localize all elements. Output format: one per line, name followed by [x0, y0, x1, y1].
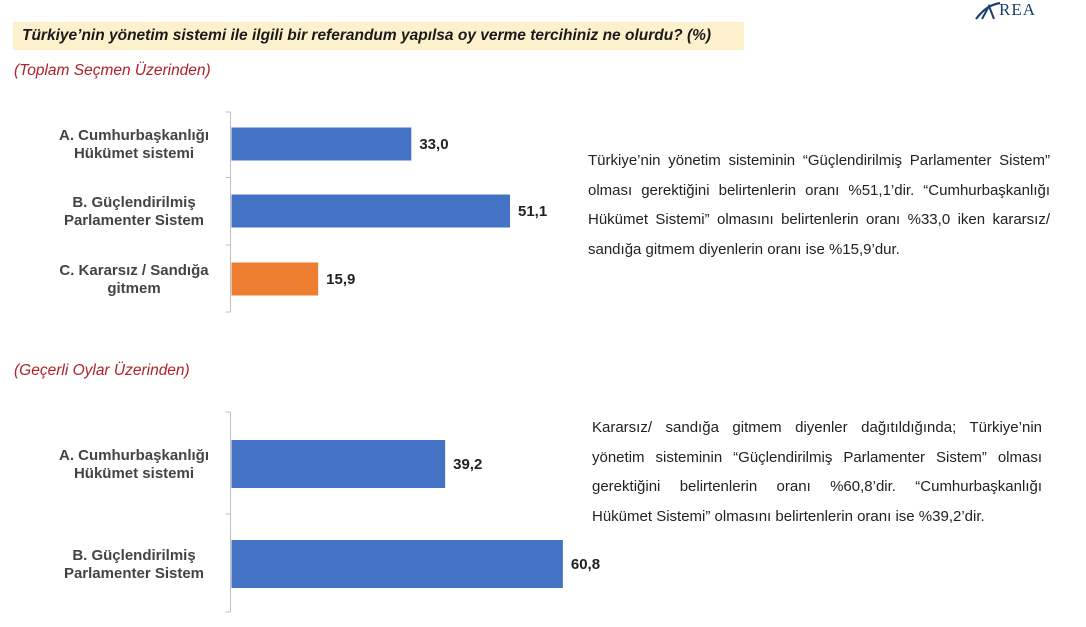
chart1-bar-3 — [231, 262, 319, 296]
chart1-category-label-1: A. Cumhurbaşkanlığı — [59, 127, 209, 144]
chart1-bar-2 — [231, 194, 510, 228]
chart2-category-label-1: A. Cumhurbaşkanlığı — [59, 447, 209, 464]
chart2-category-label-2: Parlamenter Sistem — [64, 565, 204, 582]
area-logo: REA — [975, 0, 1036, 20]
question-title: Türkiye’nin yönetim sistemi ile ilgili b… — [13, 22, 744, 50]
chart2-value-label-1: 39,2 — [453, 456, 482, 473]
chart2-bar-2 — [231, 540, 563, 588]
chart2-subtitle: (Geçerli Oylar Üzerinden) — [14, 362, 190, 379]
chart1-category-label-3: gitmem — [107, 280, 160, 297]
chart1-value-label-2: 51,1 — [518, 203, 547, 220]
summary-paragraph-1: Türkiye’nin yönetim sisteminin “Güçlendi… — [588, 152, 1050, 258]
chart1-subtitle: (Toplam Seçmen Üzerinden) — [14, 62, 211, 79]
chart1-value-label-1: 33,0 — [419, 136, 448, 153]
chart1-category-label-1: Hükümet sistemi — [74, 145, 194, 162]
logo-mark-icon — [975, 2, 1001, 20]
chart2-value-label-2: 60,8 — [571, 556, 600, 573]
chart1-category-label-3: C. Kararsız / Sandığa — [59, 262, 209, 279]
chart2-category-label-2: B. Güçlendirilmiş — [72, 547, 195, 564]
chart2-bar-1 — [231, 440, 446, 488]
chart1-category-label-2: Parlamenter Sistem — [64, 212, 204, 229]
summary-paragraph-2: Kararsız/ sandığa gitmem diyenler dağıtı… — [592, 419, 1042, 525]
chart1-bar-1 — [231, 127, 412, 161]
chart1-value-label-3: 15,9 — [326, 271, 355, 288]
chart2-category-label-1: Hükümet sistemi — [74, 465, 194, 482]
logo-text: REA — [999, 0, 1036, 19]
chart1-category-label-2: B. Güçlendirilmiş — [72, 194, 195, 211]
